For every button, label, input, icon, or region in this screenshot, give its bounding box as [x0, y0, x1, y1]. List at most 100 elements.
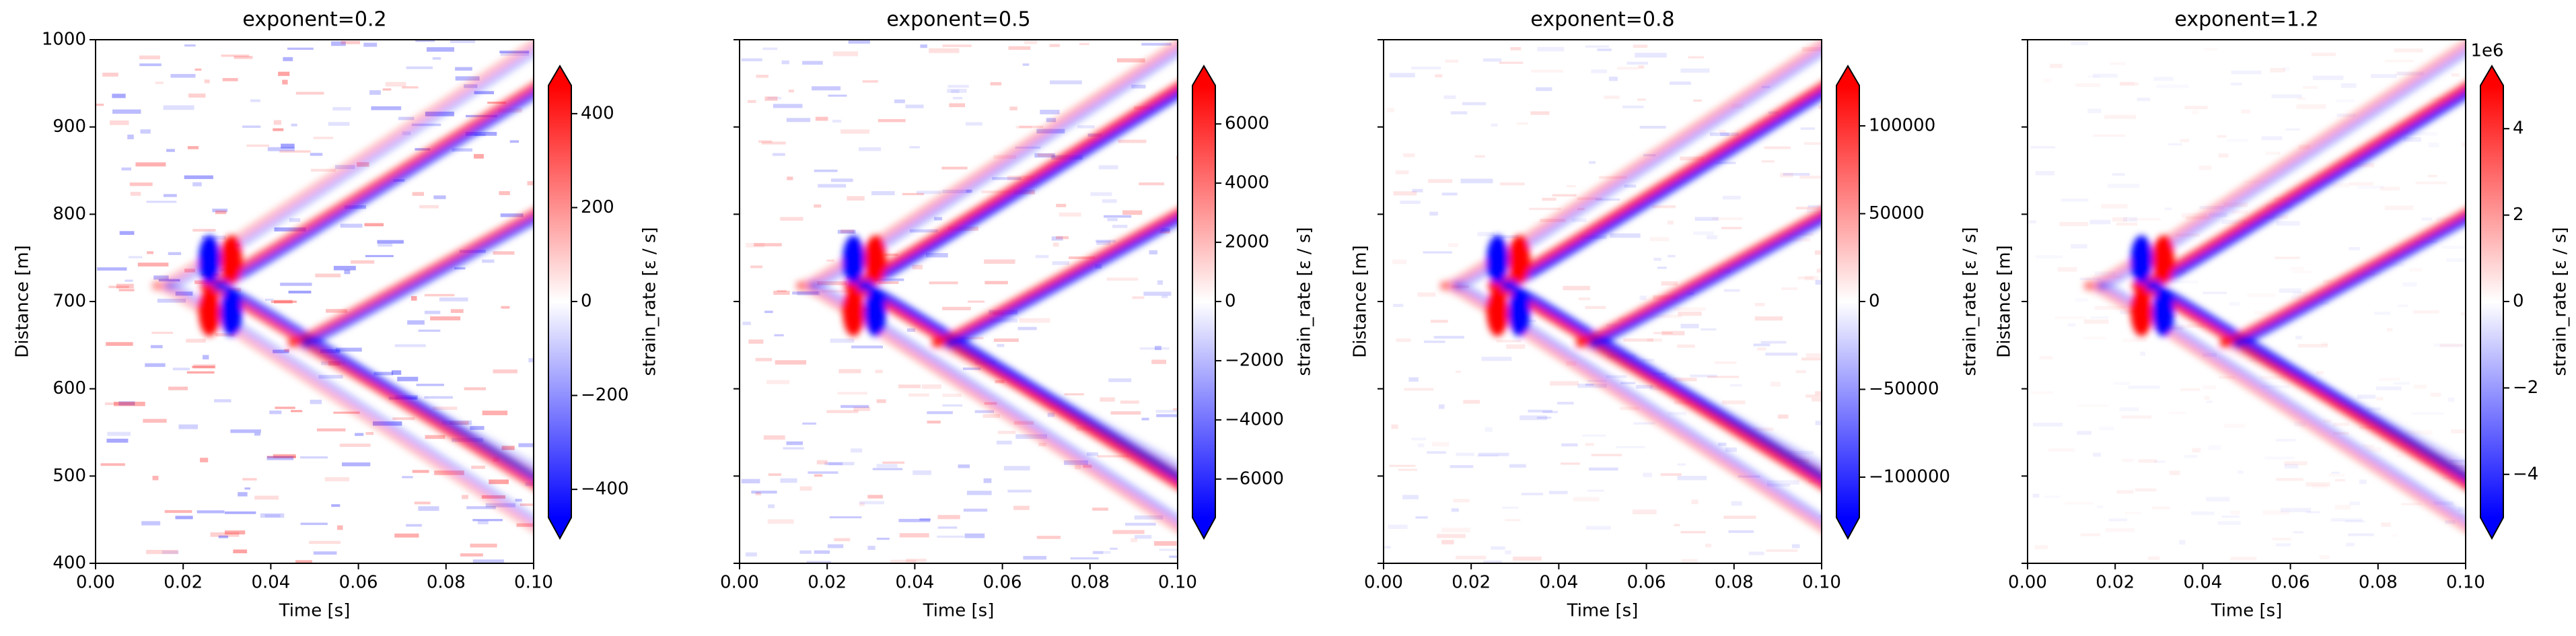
noise: [2427, 174, 2437, 178]
noise: [1122, 210, 1143, 215]
noise: [1635, 52, 1667, 58]
noise: [1536, 87, 1552, 92]
noise: [2334, 505, 2351, 510]
noise: [2140, 351, 2146, 356]
noise: [1805, 353, 1822, 358]
noise: [2359, 479, 2367, 485]
noise: [2080, 533, 2101, 536]
noise: [172, 367, 190, 371]
noise: [942, 44, 972, 47]
noise: [2321, 342, 2328, 346]
noise: [997, 431, 1016, 434]
noise: [520, 503, 534, 506]
noise: [398, 116, 415, 120]
noise: [1049, 44, 1060, 47]
noise: [2264, 456, 2295, 459]
noise: [1102, 199, 1117, 203]
noise: [1008, 46, 1031, 50]
colorbar-extend-top: [1192, 66, 1215, 85]
noise: [917, 190, 942, 195]
x-tick-label: 0.06: [983, 573, 1022, 593]
noise: [2044, 495, 2061, 497]
noise: [2151, 506, 2170, 509]
noise: [1566, 184, 1576, 188]
noise: [966, 491, 992, 495]
noise: [1481, 357, 1512, 361]
noise: [331, 41, 346, 46]
noise: [992, 177, 1022, 180]
noise: [2087, 108, 2102, 114]
noise: [2386, 328, 2393, 332]
x-axis-label: Time [s]: [279, 601, 351, 621]
noise: [754, 243, 782, 247]
noise: [1688, 56, 1704, 59]
colorbar-tick-label: −4: [2513, 464, 2538, 484]
noise: [355, 433, 364, 436]
wavefront: [795, 281, 1178, 533]
noise: [2396, 455, 2402, 457]
noise: [242, 478, 257, 481]
noise: [269, 411, 282, 415]
noise: [2036, 255, 2063, 258]
noise: [2217, 521, 2241, 525]
noise: [1578, 297, 1590, 300]
noise: [1086, 452, 1098, 456]
noise: [1783, 173, 1810, 176]
noise: [859, 501, 884, 505]
noise: [1677, 463, 1686, 466]
noise: [1139, 347, 1170, 350]
noise: [266, 456, 294, 460]
noise: [200, 458, 209, 462]
noise: [331, 504, 341, 507]
noise: [391, 370, 402, 375]
noise: [799, 486, 812, 491]
wavefield: [1384, 40, 1822, 563]
noise: [1013, 505, 1030, 510]
noise: [2298, 97, 2306, 100]
noise: [824, 462, 855, 466]
noise: [1400, 201, 1421, 205]
noise: [1718, 442, 1727, 446]
noise: [812, 86, 841, 91]
noise: [1585, 306, 1606, 310]
noise: [1653, 332, 1673, 334]
noise: [2205, 48, 2217, 50]
noise: [1755, 303, 1765, 306]
noise: [1456, 452, 1474, 456]
noise: [1668, 254, 1676, 258]
noise: [1639, 126, 1666, 129]
noise: [1056, 203, 1067, 207]
noise: [1154, 345, 1161, 351]
noise: [2157, 85, 2189, 88]
noise: [152, 475, 159, 481]
noise: [2168, 143, 2182, 145]
noise: [919, 518, 931, 521]
events: [2083, 40, 2466, 533]
noise: [373, 372, 394, 376]
noise: [1764, 146, 1791, 149]
noise: [1120, 400, 1139, 404]
x-tick-label: 0.08: [2359, 573, 2398, 593]
colorbar-tick-label: −100000: [1869, 466, 1950, 487]
noise: [878, 281, 899, 285]
noise: [2290, 267, 2304, 270]
noise: [454, 267, 466, 270]
colorbar-tick-label: 400: [581, 103, 614, 123]
noise: [1009, 106, 1017, 110]
noise: [1079, 42, 1089, 46]
noise: [254, 433, 260, 436]
noise: [762, 47, 778, 50]
noise: [1571, 218, 1587, 222]
wavefront: [2083, 40, 2466, 290]
noise: [1690, 374, 1717, 378]
noise: [1542, 197, 1557, 201]
noise: [1673, 378, 1697, 382]
noise: [1723, 516, 1756, 520]
noise: [751, 491, 777, 494]
noise: [2088, 75, 2100, 77]
noise: [462, 495, 468, 499]
noise: [466, 506, 496, 509]
noise: [2093, 134, 2125, 137]
noise: [2192, 110, 2198, 114]
noise: [1606, 375, 1627, 378]
